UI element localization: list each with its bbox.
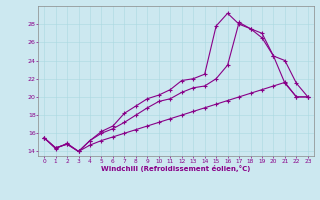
X-axis label: Windchill (Refroidissement éolien,°C): Windchill (Refroidissement éolien,°C) — [101, 165, 251, 172]
